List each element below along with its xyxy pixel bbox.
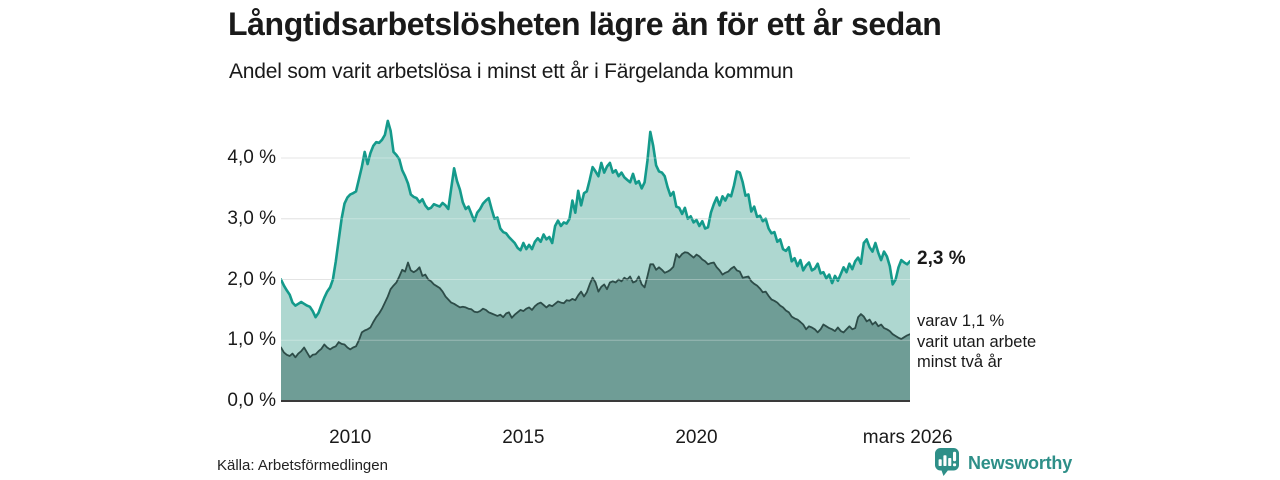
annotation-line: varit utan arbete (917, 332, 1037, 351)
end-value-label-two-plus: varav 1,1 % varit utan arbete minst två … (917, 311, 1036, 373)
y-tick-label: 0,0 % (227, 390, 276, 411)
source-label: Källa: Arbetsförmedlingen (217, 457, 388, 474)
total-minst-ett-ar-line (281, 119, 910, 319)
x-tick-label: 2020 (675, 427, 718, 448)
annotation-line: varav 1,1 % (917, 312, 1005, 330)
newsworthy-logo: Newsworthy (934, 447, 1072, 477)
end-value-label-total: 2,3 % (917, 248, 966, 269)
minst-tva-ar-area (281, 252, 910, 401)
x-tick-label: 2010 (329, 427, 372, 448)
y-tick-label: 1,0 % (227, 329, 276, 351)
plot-svg (281, 119, 910, 402)
page-title: Långtidsarbetslösheten lägre än för ett … (228, 6, 942, 42)
bar-chart-speech-bubble-icon (935, 448, 959, 476)
x-tick-label: 2015 (502, 427, 545, 448)
y-tick-label: 3,0 % (227, 207, 276, 229)
y-tick-label: 4,0 % (227, 147, 276, 168)
newsworthy-wordmark: Newsworthy (968, 452, 1073, 473)
x-tick-label: mars 2026 (862, 427, 953, 448)
annotation-line: minst två år (917, 353, 1003, 371)
chart-subtitle: Andel som varit arbetslösa i minst ett å… (229, 60, 794, 83)
minst-tva-ar-line (281, 251, 910, 359)
y-tick-label: 2,0 % (227, 268, 276, 290)
